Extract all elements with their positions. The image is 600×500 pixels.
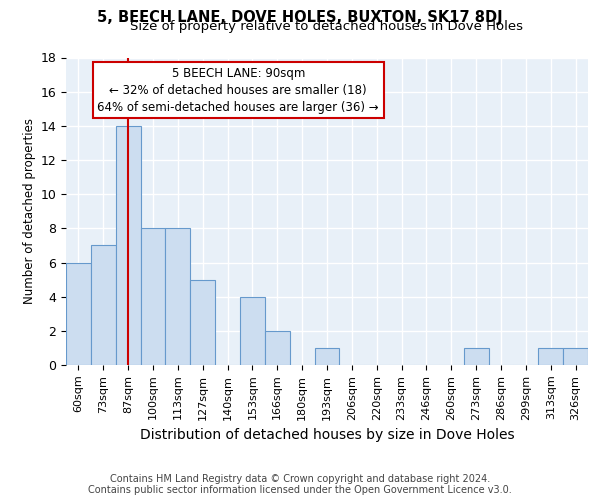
Bar — [563, 348, 588, 365]
Bar — [66, 262, 91, 365]
Y-axis label: Number of detached properties: Number of detached properties — [23, 118, 36, 304]
Text: 5 BEECH LANE: 90sqm
← 32% of detached houses are smaller (18)
64% of semi-detach: 5 BEECH LANE: 90sqm ← 32% of detached ho… — [97, 66, 379, 114]
Text: 5, BEECH LANE, DOVE HOLES, BUXTON, SK17 8DJ: 5, BEECH LANE, DOVE HOLES, BUXTON, SK17 … — [97, 10, 503, 25]
Bar — [166, 228, 190, 365]
Bar — [190, 280, 215, 365]
Bar — [140, 228, 166, 365]
Text: Contains HM Land Registry data © Crown copyright and database right 2024.: Contains HM Land Registry data © Crown c… — [110, 474, 490, 484]
Bar — [240, 296, 265, 365]
Text: Contains public sector information licensed under the Open Government Licence v3: Contains public sector information licen… — [88, 485, 512, 495]
Bar — [116, 126, 140, 365]
Bar — [265, 331, 290, 365]
Bar — [464, 348, 488, 365]
Bar — [314, 348, 340, 365]
Bar — [91, 246, 116, 365]
X-axis label: Distribution of detached houses by size in Dove Holes: Distribution of detached houses by size … — [140, 428, 514, 442]
Title: Size of property relative to detached houses in Dove Holes: Size of property relative to detached ho… — [131, 20, 523, 32]
Bar — [538, 348, 563, 365]
